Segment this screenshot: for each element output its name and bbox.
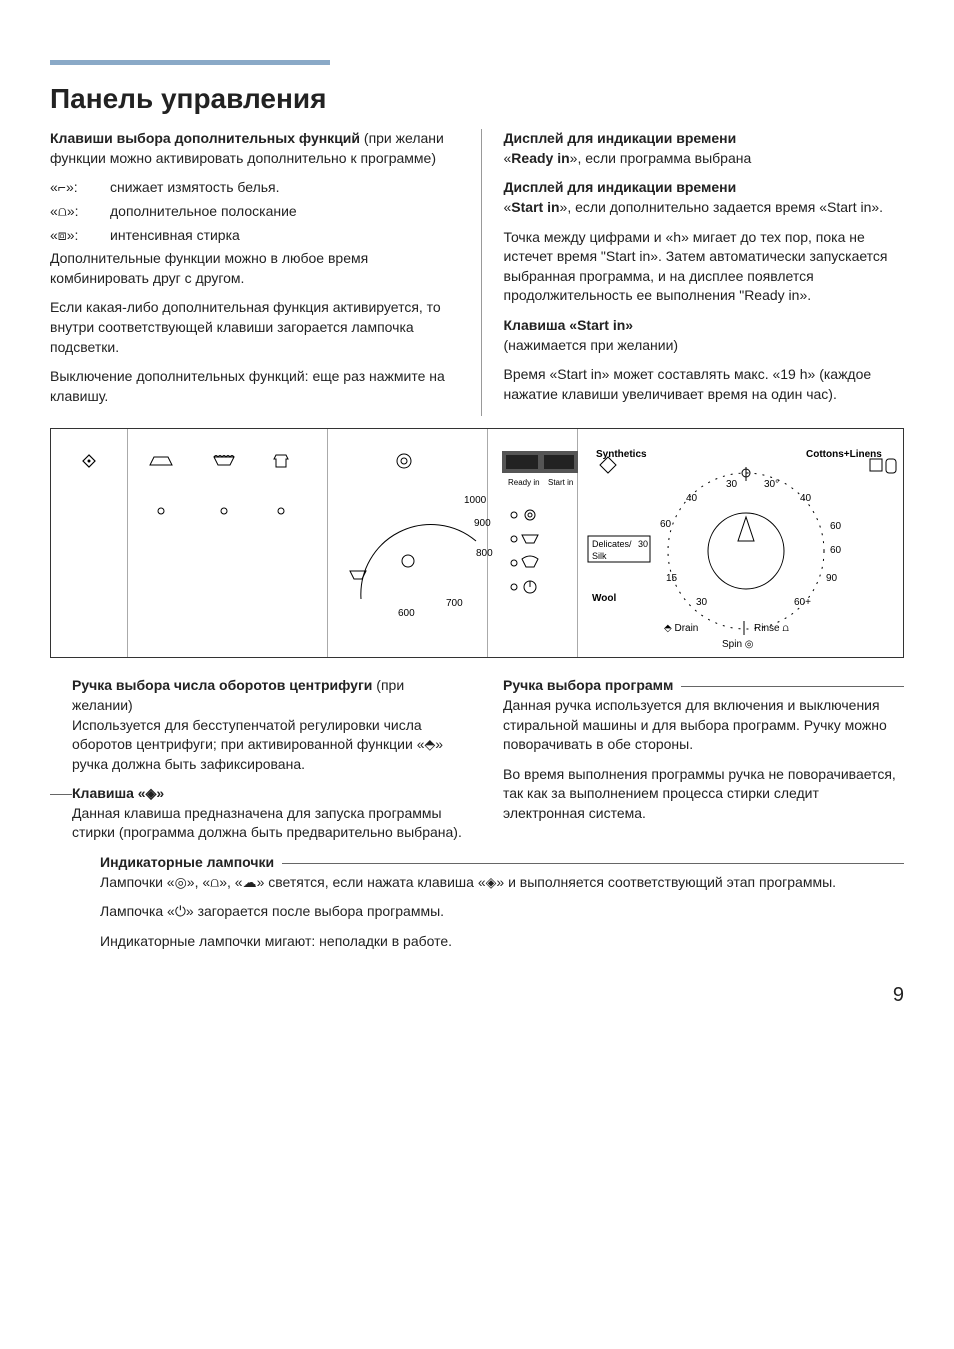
icon-row-1: «⌐»: снижает измятость белья. <box>50 178 451 198</box>
prog-p1: Данная ручка используется для включения … <box>503 696 904 755</box>
prog-p2: Во время выполнения программы ручка не п… <box>503 765 904 824</box>
svg-text:60: 60 <box>830 545 842 556</box>
svg-text:Start in: Start in <box>548 478 573 487</box>
indicator-p1: Лампочки «◎», «⩍», «☁» светятся, если на… <box>100 873 904 893</box>
intensive-icon: «⧈»: <box>50 226 110 246</box>
indicator-p2: Лампочка «⏻» загорается после выбора про… <box>100 902 904 922</box>
spin-heading: Ручка выбора числа оборотов центрифуги (… <box>72 676 465 715</box>
col-left-top: Клавиши выбора дополнительных функций (п… <box>50 129 451 416</box>
svg-text:60: 60 <box>830 521 842 532</box>
left-top-p3: Выключение дополнительных функций: еще р… <box>50 367 451 406</box>
right-top-p1: Точка между цифрами и «h» мигает до тех … <box>504 228 905 306</box>
spin-p1: Используется для бесступенчатой регулиро… <box>72 716 473 775</box>
svg-text:600: 600 <box>398 608 415 619</box>
svg-text:60+: 60+ <box>794 597 811 608</box>
indicator-leader-line <box>282 863 904 864</box>
svg-text:40: 40 <box>686 493 698 504</box>
svg-text:Ready in: Ready in <box>508 478 540 487</box>
bottom-left-col: Ручка выбора числа оборотов центрифуги (… <box>50 676 473 853</box>
indicator-heading-row: Индикаторные лампочки <box>100 853 904 873</box>
icon-row-1-text: снижает измятость белья. <box>110 178 280 198</box>
bottom-columns: Ручка выбора числа оборотов центрифуги (… <box>50 676 904 853</box>
indicator-p3: Индикаторные лампочки мигают: неполадки … <box>100 932 904 952</box>
iron-icon: «⌐»: <box>50 178 110 198</box>
svg-text:Rinse ⩍: Rinse ⩍ <box>754 623 789 634</box>
svg-text:30: 30 <box>726 479 738 490</box>
prog-heading-row: Ручка выбора программ <box>503 676 904 696</box>
display-ready-block: Дисплей для индикации времени «Ready in»… <box>504 129 905 168</box>
indicator-section: Индикаторные лампочки Лампочки «◎», «⩍»,… <box>50 853 904 951</box>
svg-text:⬘ Drain: ⬘ Drain <box>664 623 698 634</box>
svg-text:40: 40 <box>800 493 812 504</box>
page-title: Панель управления <box>50 83 904 115</box>
panel-display-section: Ready in Start in <box>488 429 578 657</box>
prog-heading: Ручка выбора программ <box>503 676 673 696</box>
panel-options-section <box>128 429 328 657</box>
startkey-p: Данная клавиша предназначена для запуска… <box>72 804 473 843</box>
option-buttons-svg <box>136 441 326 641</box>
display-start-block: Дисплей для индикации времени «Start in»… <box>504 178 905 217</box>
svg-text:Spin ◎: Spin ◎ <box>722 639 754 650</box>
icon-row-3: «⧈»: интенсивная стирка <box>50 226 451 246</box>
svg-text:60: 60 <box>660 519 672 530</box>
svg-text:Delicates/: Delicates/ <box>592 539 632 549</box>
display-ready-head: Дисплей для индикации времени <box>504 130 737 146</box>
svg-text:Cottons+Linens: Cottons+Linens <box>806 449 882 460</box>
page-number: 9 <box>50 981 904 1009</box>
start-button-icon <box>59 441 119 641</box>
svg-text:15: 15 <box>666 573 678 584</box>
display-start-head: Дисплей для индикации времени <box>504 179 737 195</box>
left-top-p1: Дополнительные функции можно в любое вре… <box>50 249 451 288</box>
control-panel-diagram: 1000 900 800 700 600 Ready in Start in <box>50 428 904 658</box>
bottom-right-col: Ручка выбора программ Данная ручка испол… <box>503 676 904 853</box>
display-indicator-svg: Ready in Start in <box>496 441 586 651</box>
rinse-icon: «⩍»: <box>50 202 110 222</box>
left-top-p2: Если какая-либо дополнительная функция а… <box>50 298 451 357</box>
panel-spin-section: 1000 900 800 700 600 <box>328 429 488 657</box>
col-right-top: Дисплей для индикации времени «Ready in»… <box>481 129 905 416</box>
indicator-heading: Индикаторные лампочки <box>100 853 274 873</box>
svg-text:30°: 30° <box>764 479 779 490</box>
startkey-heading-row: Клавиша «◈» <box>50 784 473 804</box>
icon-row-2-text: дополнительное полоскание <box>110 202 297 222</box>
svg-text:Wool: Wool <box>592 593 616 604</box>
program-dial-svg: Synthetics Cottons+Linens 30 40 60 Delic… <box>586 441 906 651</box>
svg-text:Silk: Silk <box>592 551 607 561</box>
top-columns: Клавиши выбора дополнительных функций (п… <box>50 129 904 416</box>
svg-text:1000: 1000 <box>464 495 487 506</box>
accent-bar <box>50 60 330 65</box>
spin-dial-svg: 1000 900 800 700 600 <box>336 441 496 651</box>
panel-program-section: Synthetics Cottons+Linens 30 40 60 Delic… <box>578 429 914 657</box>
func-keys-intro: Клавиши выбора дополнительных функций (п… <box>50 129 451 168</box>
startkey-heading: Клавиша «◈» <box>72 784 164 804</box>
panel-start-section <box>51 429 128 657</box>
startin-key-p: Время «Start in» может составлять макс. … <box>504 365 905 404</box>
svg-text:30: 30 <box>696 597 708 608</box>
icon-row-2: «⩍»: дополнительное полоскание <box>50 202 451 222</box>
func-keys-heading: Клавиши выбора дополнительных функций <box>50 130 360 146</box>
display-start-text: «Start in», если дополнительно задается … <box>504 199 884 215</box>
display-ready-text: «Ready in», если программа выбрана <box>504 150 752 166</box>
startin-key-sub: (нажимается при желании) <box>504 337 679 353</box>
startin-key-block: Клавиша «Start in» (нажимается при желан… <box>504 316 905 355</box>
svg-text:700: 700 <box>446 598 463 609</box>
icon-row-3-text: интенсивная стирка <box>110 226 240 246</box>
svg-text:90: 90 <box>826 573 838 584</box>
startin-key-head: Клавиша «Start in» <box>504 317 634 333</box>
svg-text:30: 30 <box>638 539 648 549</box>
startkey-leader-line <box>50 794 72 795</box>
spin-heading-row: Ручка выбора числа оборотов центрифуги (… <box>72 676 473 715</box>
prog-leader-line <box>681 686 904 687</box>
svg-text:Synthetics: Synthetics <box>596 449 647 460</box>
